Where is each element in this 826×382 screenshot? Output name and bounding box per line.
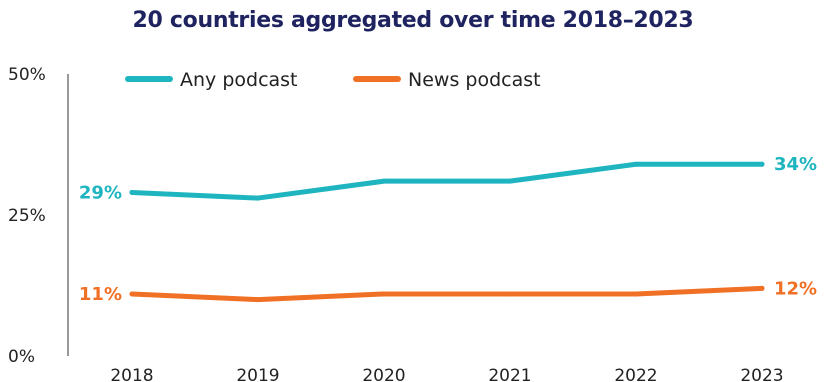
data-labels: 29% 34% 11% 12%	[79, 154, 817, 305]
data-point-any-podcast	[255, 195, 261, 201]
series-line-any-podcast	[129, 161, 765, 201]
x-tick-label: 2021	[488, 366, 531, 382]
series-line-news-podcast	[129, 285, 765, 303]
data-point-news-podcast	[507, 291, 513, 297]
data-label-last-any-podcast: 34%	[774, 154, 817, 175]
data-point-news-podcast	[129, 291, 135, 297]
data-point-news-podcast	[255, 297, 261, 303]
legend: Any podcast News podcast	[125, 69, 541, 91]
y-tick-label: 0%	[8, 347, 35, 367]
legend-label-news-podcast: News podcast	[408, 69, 541, 91]
data-label-last-news-podcast: 12%	[774, 278, 817, 299]
data-point-news-podcast	[381, 291, 387, 297]
data-point-news-podcast	[759, 285, 765, 291]
y-axis-ticks: 0% 25% 50%	[8, 65, 46, 367]
data-label-first-any-podcast: 29%	[79, 182, 122, 203]
chart-title: 20 countries aggregated over time 2018–2…	[132, 8, 694, 33]
x-tick-label: 2020	[362, 366, 405, 382]
x-tick-label: 2019	[236, 366, 279, 382]
y-tick-label: 25%	[8, 206, 46, 226]
data-point-any-podcast	[381, 178, 387, 184]
x-tick-label: 2022	[614, 366, 657, 382]
legend-label-any-podcast: Any podcast	[180, 69, 298, 91]
y-tick-label: 50%	[8, 65, 46, 85]
x-tick-label: 2018	[110, 366, 153, 382]
data-point-any-podcast	[129, 189, 135, 195]
data-point-any-podcast	[633, 161, 639, 167]
series-lines	[129, 161, 765, 303]
data-point-any-podcast	[507, 178, 513, 184]
x-axis-ticks: 2018 2019 2020 2021 2022 2023	[110, 366, 783, 382]
x-tick-label: 2023	[740, 366, 783, 382]
data-point-news-podcast	[633, 291, 639, 297]
data-point-any-podcast	[759, 161, 765, 167]
data-label-first-news-podcast: 11%	[79, 284, 122, 305]
